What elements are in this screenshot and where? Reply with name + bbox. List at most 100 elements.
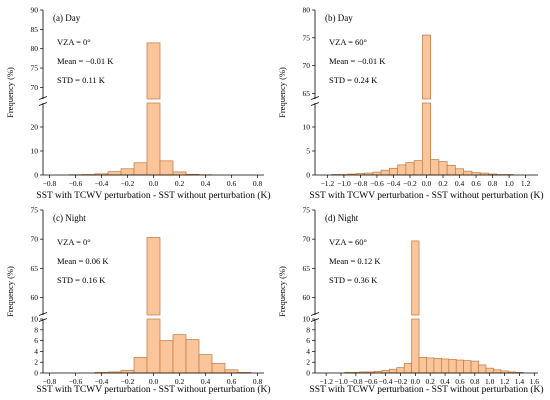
y-tick-label: 60 (31, 293, 39, 302)
y-tick-label: 8 (34, 325, 38, 334)
histogram-bar (441, 358, 450, 374)
histogram-bar (146, 102, 161, 176)
histogram-bar (418, 356, 427, 374)
x-axis-label: SST with TCWV perturbation - SST without… (36, 384, 270, 395)
y-tick-label: 0 (34, 171, 38, 180)
x-tick-label: 1.2 (500, 377, 510, 386)
stat-annotation: STD = 0.36 K (329, 275, 378, 285)
y-tick-label: 5 (306, 147, 310, 156)
x-tick-label: 0.8 (253, 179, 263, 188)
y-tick-label: 70 (303, 235, 311, 244)
histogram-bar (159, 160, 174, 176)
histogram-bar (388, 167, 398, 176)
histogram-bar (172, 334, 187, 374)
histogram-bar (224, 369, 239, 374)
axis-break-mark (310, 318, 320, 322)
x-tick-label: 0.6 (227, 179, 237, 188)
y-tick-label: 70 (303, 61, 311, 70)
y-tick-label: 85 (31, 25, 39, 34)
y-tick-label: 65 (303, 89, 311, 98)
axis-break-gap (309, 99, 321, 103)
histogram-bar (372, 171, 382, 176)
histogram-bar (485, 367, 494, 374)
x-tick-label: −0.4 (95, 179, 109, 188)
x-tick-label: −1.0 (334, 377, 348, 386)
stat-annotation: VZA = 60° (329, 37, 367, 47)
chart-panel-4: −1.2 −1.0 −0.8 −0.6 −0.4 −0.2 0.0 0.2 0.4 0.6 0.8 1… (277, 206, 544, 396)
histogram-bar (455, 359, 465, 374)
histogram-bar (120, 369, 135, 374)
stat-annotation: Mean = 0.06 K (57, 256, 109, 266)
histogram-bar (159, 340, 174, 374)
y-tick-label: 0 (306, 369, 310, 378)
panel-label: (a) Day (53, 13, 81, 23)
chart-panel-3: −0.8 −0.6 −0.4 −0.2 0.0 0.2 0.4 0.6 0.8 0 2 4 6 810 60… (5, 206, 271, 396)
histogram-bar (185, 339, 200, 374)
y-tick-label: 65 (303, 264, 311, 273)
stat-annotation: STD = 0.11 K (57, 75, 106, 85)
x-tick-label: 0.4 (201, 179, 211, 188)
x-tick-label: −0.2 (403, 179, 417, 188)
y-tick-label: 6 (34, 336, 38, 345)
x-tick-label: 1.0 (504, 179, 514, 188)
axis-break-mark (38, 96, 48, 100)
y-tick-label: 0 (306, 171, 310, 180)
y-axis-label: Frequency (%) (277, 266, 287, 317)
x-tick-label: 0.2 (175, 179, 185, 188)
axis-break-mark (310, 96, 320, 100)
axis-break-gap (37, 99, 49, 103)
panel-label: (d) Night (325, 213, 359, 223)
chart-panel-1: −0.8 −0.6 −0.4 −0.2 0.0 0.2 0.4 0.6 0.8 0 10 20 70 75… (5, 6, 271, 202)
histogram-bar (463, 360, 472, 374)
histogram-bar-upper (146, 237, 161, 316)
axis-break-mark (310, 312, 320, 316)
stat-annotation: Mean = −0.01 K (57, 56, 114, 66)
x-tick-label: 0.2 (426, 377, 436, 386)
histogram-bar (397, 164, 407, 176)
x-tick-label: −0.4 (95, 377, 109, 386)
x-tick-label: −0.6 (364, 377, 378, 386)
histogram-bar (133, 356, 148, 374)
y-tick-label: 70 (31, 83, 39, 92)
x-tick-label: −0.8 (354, 179, 368, 188)
panel-label: (c) Night (53, 213, 86, 223)
y-tick-label: 70 (31, 235, 39, 244)
stat-annotation: STD = 0.24 K (329, 75, 378, 85)
stat-annotation: Mean = 0.12 K (329, 256, 381, 266)
x-tick-label: 0.4 (201, 377, 211, 386)
x-tick-label: 0.0 (149, 377, 159, 386)
histogram-bar (438, 161, 448, 176)
y-tick-label: 75 (303, 206, 311, 215)
axis-break-mark (38, 102, 48, 106)
y-tick-label: 6 (306, 336, 310, 345)
x-tick-label: 1.0 (485, 377, 495, 386)
x-tick-label: 0.0 (422, 179, 432, 188)
x-tick-label: −0.4 (379, 377, 393, 386)
x-tick-label: −1.2 (321, 179, 335, 188)
stat-annotation: VZA = 0° (57, 37, 91, 47)
histogram-bar-upper (411, 240, 420, 316)
axis-break-gap (37, 315, 49, 319)
y-tick-label: 90 (31, 6, 39, 15)
histogram-bar (381, 369, 390, 374)
x-tick-label: −1.2 (319, 377, 333, 386)
axis-break-mark (38, 318, 48, 322)
histogram-bar (211, 362, 226, 374)
histogram-bar (380, 169, 390, 176)
x-tick-label: −0.6 (69, 179, 83, 188)
panel-label: (b) Day (325, 13, 353, 23)
x-tick-label: −0.2 (121, 179, 135, 188)
histogram-bar (493, 369, 502, 374)
x-tick-label: 0.8 (253, 377, 263, 386)
y-tick-label: 0 (34, 369, 38, 378)
histogram-bar (413, 160, 423, 176)
histogram-bar (463, 170, 473, 176)
x-tick-label: 0.2 (175, 377, 185, 386)
histogram-bar (470, 360, 479, 374)
y-tick-label: 60 (303, 293, 311, 302)
x-axis-label: SST with TCWV perturbation - SST without… (309, 190, 543, 201)
histogram-bar (405, 162, 415, 176)
x-tick-label: −0.2 (121, 377, 135, 386)
x-axis-label: SST with TCWV perturbation - SST without… (309, 384, 543, 395)
x-tick-label: 0.0 (411, 377, 421, 386)
